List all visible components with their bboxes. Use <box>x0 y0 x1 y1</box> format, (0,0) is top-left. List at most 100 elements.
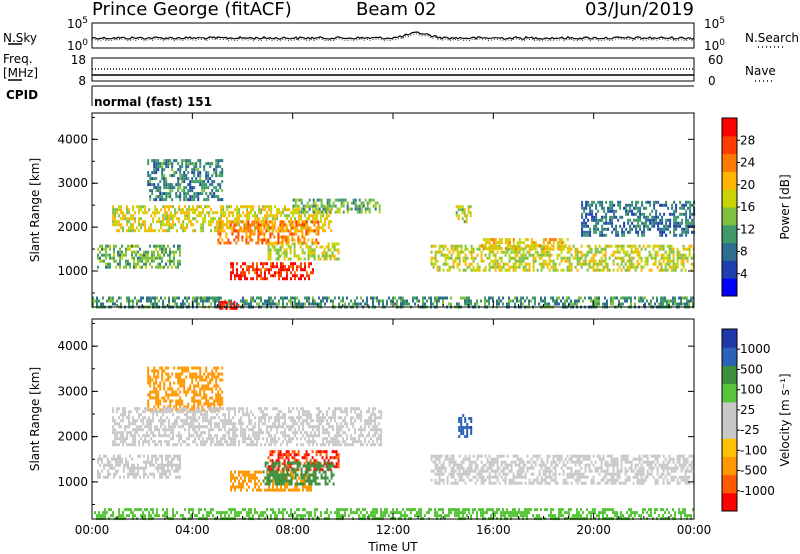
power-cell <box>583 221 586 225</box>
velocity-cell <box>260 428 263 432</box>
power-cell <box>328 208 331 212</box>
velocity-cell <box>312 425 315 429</box>
power-cell <box>674 296 676 300</box>
velocity-cell <box>322 416 325 420</box>
power-cell <box>538 262 541 266</box>
power-cell <box>641 230 644 234</box>
power-cell <box>364 198 367 202</box>
velocity-cell <box>213 384 216 388</box>
power-cell <box>195 195 198 199</box>
velocity-cell <box>191 375 194 379</box>
power-cell <box>329 248 332 252</box>
velocity-cell <box>356 440 359 444</box>
power-cell <box>681 230 684 234</box>
power-cell <box>175 183 178 187</box>
power-cell <box>302 207 305 211</box>
velocity-cell <box>180 437 183 441</box>
power-cell <box>524 247 527 251</box>
power-cell <box>362 204 365 208</box>
power-cell <box>278 302 280 306</box>
power-cell <box>205 186 208 190</box>
velocity-cell <box>292 407 295 411</box>
power-cell <box>177 265 179 269</box>
power-cell <box>252 277 254 281</box>
velocity-cell <box>156 410 159 414</box>
velocity-cell <box>146 422 149 426</box>
power-cell <box>300 268 302 272</box>
power-cell <box>664 268 667 272</box>
power-cell <box>646 299 648 303</box>
power-cell <box>470 299 472 303</box>
power-cell <box>285 254 288 258</box>
power-cell <box>315 238 318 242</box>
velocity-cell <box>218 410 221 414</box>
velocity-cell <box>101 469 103 473</box>
power-cell <box>182 302 184 306</box>
power-cell <box>318 296 320 300</box>
power-region <box>112 205 333 233</box>
velocity-cell <box>205 402 208 406</box>
power-cell <box>520 302 522 306</box>
power-cell <box>200 226 203 230</box>
power-cell <box>601 206 604 210</box>
power-cell <box>605 233 608 237</box>
velocity-cell <box>374 443 377 447</box>
power-cell <box>250 205 253 209</box>
velocity-cell <box>117 463 119 467</box>
velocity-cell <box>194 419 197 423</box>
velocity-cell <box>152 416 155 420</box>
power-cell <box>620 256 623 260</box>
power-cell <box>623 230 626 234</box>
power-cell <box>169 262 171 266</box>
power-cell <box>315 220 318 224</box>
power-cell <box>680 299 682 303</box>
velocity-cell <box>142 410 145 414</box>
velocity-cell <box>212 416 215 420</box>
power-cell <box>214 226 217 230</box>
power-cell <box>532 262 535 266</box>
velocity-cell <box>120 425 123 429</box>
power-cell <box>315 245 318 249</box>
velocity-cell <box>232 434 235 438</box>
power-cell <box>145 265 147 269</box>
power-cell <box>118 205 121 209</box>
power-cell <box>690 244 693 248</box>
power-cell <box>639 212 642 216</box>
velocity-cell <box>193 402 196 406</box>
power-cell <box>538 302 540 306</box>
velocity-cell <box>294 434 297 438</box>
velocity-cell <box>212 440 215 444</box>
power-cell <box>254 229 257 233</box>
velocity-cell <box>324 431 327 435</box>
power-cell <box>197 195 200 199</box>
power-cell <box>662 247 665 251</box>
power-cell <box>442 262 445 266</box>
power-cell <box>574 256 577 260</box>
velocity-cell <box>107 472 109 476</box>
velocity-cell <box>208 437 211 441</box>
power-cell <box>344 198 347 202</box>
power-cell <box>245 226 248 230</box>
power-cell <box>188 205 191 209</box>
velocity-cell <box>304 410 307 414</box>
velocity-cell <box>202 431 205 435</box>
velocity-cell <box>216 413 219 417</box>
power-cell <box>637 224 640 228</box>
velocity-cell <box>252 431 255 435</box>
power-cell <box>168 229 171 233</box>
power-cell <box>673 215 676 219</box>
power-cell <box>311 251 314 255</box>
power-cell <box>516 299 518 303</box>
velocity-cell <box>224 416 227 420</box>
power-cell <box>512 241 515 245</box>
velocity-cell <box>99 454 101 458</box>
power-cell <box>141 265 143 269</box>
velocity-cell <box>178 434 181 438</box>
velocity-cell <box>141 466 143 470</box>
power-cell <box>514 265 517 269</box>
power-cell <box>299 245 302 249</box>
power-cell <box>633 224 636 228</box>
power-cell <box>604 259 607 263</box>
power-cell <box>660 244 663 248</box>
velocity-cell <box>216 407 219 411</box>
